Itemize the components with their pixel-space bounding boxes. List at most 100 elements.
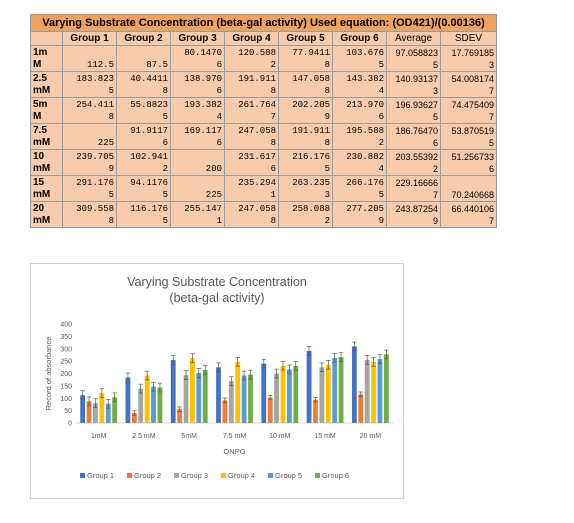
bar: [131, 412, 137, 423]
bar: [261, 363, 267, 423]
row-label: 2.5 mM: [30, 71, 63, 98]
bar: [235, 361, 241, 423]
table-cell: 247.058 8: [224, 123, 279, 150]
bar: [332, 357, 338, 423]
table-cell: 54.008174 7: [440, 71, 497, 98]
x-tick-label: 1mM: [91, 433, 107, 440]
bar: [125, 377, 131, 423]
table-cell: 102.941 2: [116, 149, 171, 176]
legend-swatch: [127, 473, 132, 478]
x-tick-label: 10 mM: [269, 433, 291, 440]
table-cell: 216.176 5: [278, 149, 333, 176]
table-cell: 40.4411 8: [116, 71, 171, 98]
table-cell: 196.93627 5: [386, 97, 441, 124]
bar: [105, 403, 111, 423]
table-cell: 120.588 2: [224, 45, 279, 72]
bar: [383, 354, 389, 423]
table-cell: 195.588 2: [332, 123, 387, 150]
bar: [228, 381, 234, 423]
chart-area: Varying Substrate Concentration (beta-gal…: [30, 263, 404, 499]
x-tick-label: 7.5 mM: [223, 433, 247, 440]
row-label: 7.5 mM: [30, 123, 63, 150]
bar: [358, 394, 364, 423]
chart-title-line2: (beta-gal activity): [169, 291, 264, 305]
table-cell: 103.676 5: [332, 45, 387, 72]
bar: [286, 369, 292, 423]
table-cell: 213.970 6: [332, 97, 387, 124]
table-cell: 193.382 4: [170, 97, 225, 124]
bar: [338, 357, 344, 423]
table-row: 10 mM 239.705 9 102.941 2 200 231.617 6 216.…: [30, 149, 497, 176]
table-cell: 200: [170, 149, 225, 176]
bar: [157, 387, 163, 423]
table-cell: 66.440106 7: [440, 201, 497, 228]
table-cell: 143.382 4: [332, 71, 387, 98]
column-header: Group 3: [170, 31, 225, 46]
table-cell: 55.8823 5: [116, 97, 171, 124]
table-cell: 147.058 8: [278, 71, 333, 98]
column-header: Group 4: [224, 31, 279, 46]
table-cell: 255.147 1: [170, 201, 225, 228]
y-tick-label: 350: [60, 334, 72, 341]
table-cell: 202.205 9: [278, 97, 333, 124]
data-table: Varying Substrate Concentration (beta-ga…: [30, 14, 497, 228]
table-row: 2.5 mM 183.823 5 40.4411 8 138.970 6 191.911…: [30, 71, 497, 98]
table-cell: 140.93137 3: [386, 71, 441, 98]
bar: [248, 374, 253, 423]
bar: [99, 393, 105, 423]
y-tick-label: 0: [68, 421, 72, 428]
table-cell: 225: [170, 175, 225, 202]
table-cell: 77.9411 8: [278, 45, 333, 72]
x-tick-label: 5mM: [181, 433, 197, 440]
table-title: Varying Substrate Concentration (beta-ga…: [30, 14, 497, 32]
chart-title-line1: Varying Substrate Concentration: [127, 275, 307, 289]
table-cell: 261.764 7: [224, 97, 279, 124]
table-cell: 80.1470 6: [170, 45, 225, 72]
table-header-row: Group 1 Group 2 Group 3 Group 4 Group 5 Group…: [30, 31, 497, 46]
bar: [112, 397, 118, 423]
y-tick-label: 150: [60, 383, 72, 390]
row-label: 15 mM: [30, 175, 63, 202]
bar: [371, 361, 376, 423]
row-label: 20 mM: [30, 201, 63, 228]
column-header: Group 5: [278, 31, 333, 46]
table-cell: 258.088 2: [278, 201, 333, 228]
y-tick-label: 300: [60, 346, 72, 353]
table-row: 20 mM 309.558 8 116.176 5 255.147 1 247.058 …: [30, 201, 497, 228]
table-cell: 229.16666 7: [386, 175, 441, 202]
legend-swatch: [221, 473, 226, 478]
table-cell: 263.235 3: [278, 175, 333, 202]
table-cell: 230.882 4: [332, 149, 387, 176]
table-cell: 309.558 8: [62, 201, 117, 228]
legend-label: Group 2: [134, 471, 161, 480]
x-tick-label: 2.5 mM: [132, 433, 156, 440]
bar: [241, 375, 247, 423]
bar: [364, 359, 370, 423]
row-label: 1m M: [30, 45, 63, 72]
table-cell: 74.475409 7: [440, 97, 497, 124]
legend-swatch: [315, 473, 320, 478]
table-cell: 243.87254 9: [386, 201, 441, 228]
bar: [170, 360, 176, 423]
table-cell: 239.705 9: [62, 149, 117, 176]
bar: [190, 358, 195, 423]
column-header: [30, 31, 63, 46]
legend-label: Group 1: [87, 471, 114, 480]
x-tick-label: 15 mM: [314, 433, 336, 440]
bar: [319, 367, 325, 423]
bar: [144, 375, 150, 423]
table-row: 1m M 112.5 87.5 80.1470 6 120.588 2 77.9411…: [30, 45, 497, 72]
bar: [202, 370, 208, 423]
bar: [196, 372, 202, 423]
table-row: 5m M 254.411 8 55.8823 5 193.382 4 261.764 7…: [30, 97, 497, 124]
bar-chart: Varying Substrate Concentration (beta-gal…: [44, 275, 393, 480]
table-cell: 51.256733 6: [440, 149, 497, 176]
table-cell: 87.5: [116, 45, 171, 72]
y-tick-label: 400: [60, 322, 72, 329]
bar: [151, 386, 156, 423]
table-cell: 203.55392 2: [386, 149, 441, 176]
table-cell: 186.76470 6: [386, 123, 441, 150]
table-cell: 191.911 8: [224, 71, 279, 98]
table-cell: 112.5: [62, 45, 117, 72]
y-tick-label: 100: [60, 396, 72, 403]
